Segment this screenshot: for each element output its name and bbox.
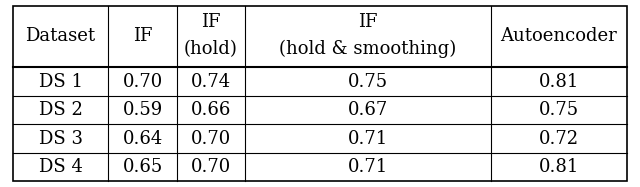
Text: 0.70: 0.70: [122, 73, 163, 91]
Text: 0.71: 0.71: [348, 130, 388, 148]
Text: (hold): (hold): [184, 40, 237, 58]
Text: 0.75: 0.75: [539, 101, 579, 119]
Text: DS 1: DS 1: [38, 73, 83, 91]
Text: 0.72: 0.72: [539, 130, 579, 148]
Text: (hold & smoothing): (hold & smoothing): [279, 40, 456, 58]
Text: 0.67: 0.67: [348, 101, 388, 119]
Text: DS 4: DS 4: [38, 158, 83, 176]
Text: IF: IF: [132, 27, 152, 45]
Text: 0.74: 0.74: [191, 73, 231, 91]
Text: Dataset: Dataset: [26, 27, 95, 45]
Text: 0.75: 0.75: [348, 73, 388, 91]
Text: 0.65: 0.65: [122, 158, 163, 176]
Text: 0.71: 0.71: [348, 158, 388, 176]
Text: 0.59: 0.59: [122, 101, 163, 119]
Text: 0.64: 0.64: [122, 130, 163, 148]
Text: 0.81: 0.81: [539, 73, 579, 91]
Text: IF: IF: [358, 13, 378, 31]
Text: 0.66: 0.66: [191, 101, 231, 119]
Text: DS 2: DS 2: [38, 101, 83, 119]
Text: 0.70: 0.70: [191, 158, 231, 176]
Text: 0.81: 0.81: [539, 158, 579, 176]
Text: 0.70: 0.70: [191, 130, 231, 148]
Text: DS 3: DS 3: [38, 130, 83, 148]
Text: IF: IF: [201, 13, 221, 31]
Text: Autoencoder: Autoencoder: [500, 27, 618, 45]
